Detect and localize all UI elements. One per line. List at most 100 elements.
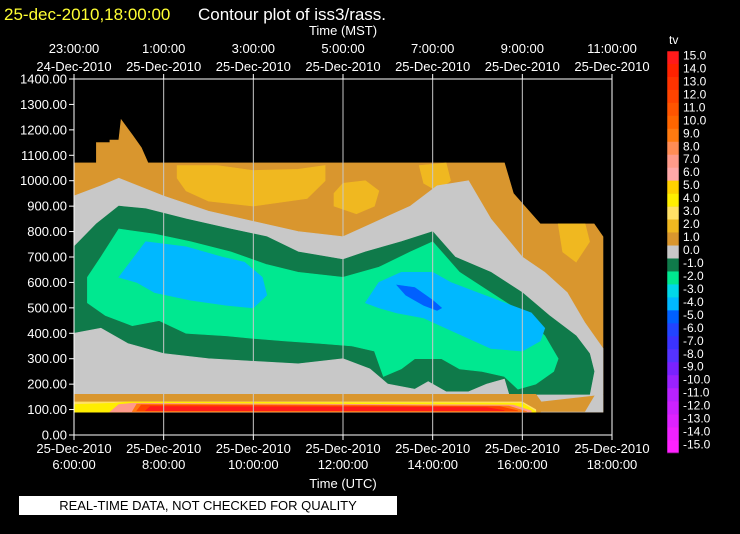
- colorbar-swatch: [667, 362, 679, 376]
- colorbar-level-label: -1.0: [683, 256, 704, 270]
- colorbar-swatch: [667, 245, 679, 259]
- contour-region: [118, 241, 268, 309]
- colorbar-level-label: 6.0: [683, 165, 700, 179]
- colorbar-level-label: 5.0: [683, 178, 700, 192]
- y-tick-label: 1000.00: [20, 173, 67, 188]
- y-tick-label: 900.00: [27, 199, 67, 214]
- colorbar-swatch: [667, 51, 679, 65]
- y-tick-label: 500.00: [27, 300, 67, 315]
- y-tick-label: 600.00: [27, 275, 67, 290]
- colorbar-frame: [666, 50, 680, 454]
- colorbar-label: tv: [669, 33, 678, 47]
- contour-region: [557, 223, 590, 263]
- y-tick-label: 1100.00: [21, 148, 67, 163]
- colorbar-swatch: [667, 219, 679, 233]
- colorbar-swatch: [667, 258, 679, 272]
- y-tick-label: 1400.00: [20, 72, 67, 87]
- colorbar-level-label: 3.0: [683, 204, 700, 218]
- bottom-tick-time: 6:00:00: [52, 457, 95, 472]
- colorbar-level-label: -14.0: [683, 425, 711, 439]
- top-tick-date: 25-Dec-2010: [574, 59, 649, 74]
- contour-region: [333, 180, 380, 215]
- y-axis: 0.00 100.00 200.00 300.00 400.00 500.00 600.00…: [20, 72, 74, 443]
- colorbar-swatch: [667, 128, 679, 143]
- top-tick-date: 24-Dec-2010: [36, 59, 111, 74]
- bottom-axis: 25-Dec-20106:00:0025-Dec-20108:00:0025-D…: [36, 435, 650, 472]
- colorbar: 15.014.013.012.011.010.09.08.07.06.05.04…: [666, 49, 711, 454]
- colorbar-swatch: [667, 284, 679, 298]
- colorbar-level-label: -8.0: [683, 347, 704, 361]
- bottom-tick-time: 14:00:00: [407, 457, 458, 472]
- top-tick-time: 3:00:00: [232, 41, 275, 56]
- top-tick-date: 25-Dec-2010: [216, 59, 291, 74]
- colorbar-level-label: -9.0: [683, 360, 704, 374]
- bottom-tick-time: 16:00:00: [497, 457, 548, 472]
- colorbar-swatch: [667, 336, 679, 350]
- colorbar-level-label: 15.0: [683, 49, 707, 63]
- colorbar-level-label: 11.0: [683, 100, 706, 114]
- colorbar-level-label: -5.0: [683, 308, 704, 322]
- colorbar-swatch: [667, 414, 679, 428]
- colorbar-swatch: [667, 167, 679, 181]
- contour-region: [144, 406, 505, 411]
- bottom-tick-date: 25-Dec-2010: [395, 441, 470, 456]
- top-tick-date: 25-Dec-2010: [485, 59, 560, 74]
- y-tick-label: 200.00: [27, 377, 67, 392]
- colorbar-level-label: -11.0: [683, 386, 710, 400]
- colorbar-swatch: [667, 440, 679, 454]
- colorbar-level-label: 7.0: [683, 152, 700, 166]
- contour-regions: [73, 118, 604, 413]
- colorbar-swatch: [667, 427, 679, 441]
- colorbar-swatch: [667, 89, 679, 104]
- colorbar-level-label: 2.0: [683, 217, 700, 231]
- top-axis-label: Time (MST): [309, 23, 377, 38]
- y-tick-label: 100.00: [27, 402, 67, 417]
- colorbar-swatch: [667, 349, 679, 363]
- bottom-axis-label: Time (UTC): [309, 476, 376, 491]
- y-tick-label: 300.00: [27, 351, 67, 366]
- y-tick-label: 1300.00: [20, 97, 67, 112]
- colorbar-level-label: 8.0: [683, 139, 700, 153]
- colorbar-swatch: [667, 206, 679, 220]
- time-gridlines: [163, 79, 523, 435]
- colorbar-swatch: [667, 310, 679, 324]
- top-tick-time: 5:00:00: [321, 41, 364, 56]
- top-axis: 23:00:00 24-Dec-2010 1:00:00 25-Dec-2010 3:0…: [36, 41, 650, 79]
- top-tick-time: 11:00:00: [587, 41, 637, 56]
- top-tick-time: 1:00:00: [142, 41, 185, 56]
- colorbar-swatch: [667, 193, 679, 207]
- plot-timestamp: 25-dec-2010,18:00:00: [4, 5, 170, 24]
- colorbar-level-label: -6.0: [683, 321, 704, 335]
- colorbar-swatch: [667, 76, 679, 91]
- colorbar-level-label: 9.0: [683, 126, 700, 140]
- bottom-tick-date: 25-Dec-2010: [126, 441, 201, 456]
- colorbar-swatch: [667, 375, 679, 389]
- y-tick-label: 800.00: [27, 224, 67, 239]
- colorbar-level-label: 14.0: [683, 61, 707, 75]
- bottom-tick-time: 12:00:00: [318, 457, 369, 472]
- bottom-tick-time: 10:00:00: [228, 457, 279, 472]
- colorbar-level-label: -12.0: [683, 399, 711, 413]
- colorbar-level-label: -3.0: [683, 282, 704, 296]
- top-tick-date: 25-Dec-2010: [395, 59, 470, 74]
- colorbar-swatch: [667, 271, 679, 285]
- colorbar-level-label: -10.0: [683, 373, 711, 387]
- colorbar-swatch: [667, 115, 679, 130]
- colorbar-level-label: -2.0: [683, 269, 704, 283]
- top-tick-date: 25-Dec-2010: [126, 59, 201, 74]
- bottom-tick-time: 8:00:00: [142, 457, 185, 472]
- contour-region: [396, 284, 443, 311]
- y-tick-label: 0.00: [42, 428, 67, 443]
- bottom-tick-date: 25-Dec-2010: [305, 441, 380, 456]
- colorbar-level-label: -7.0: [683, 334, 704, 348]
- top-tick-time: 23:00:00: [49, 41, 100, 56]
- colorbar-swatch: [667, 180, 679, 194]
- colorbar-swatch: [667, 388, 679, 402]
- colorbar-level-label: 4.0: [683, 191, 700, 205]
- y-tick-label: 1200.00: [20, 122, 67, 137]
- bottom-tick-date: 25-Dec-2010: [216, 441, 291, 456]
- colorbar-level-label: 0.0: [683, 243, 700, 257]
- colorbar-swatch: [667, 323, 679, 337]
- colorbar-swatch: [667, 297, 679, 311]
- top-tick-date: 25-Dec-2010: [305, 59, 380, 74]
